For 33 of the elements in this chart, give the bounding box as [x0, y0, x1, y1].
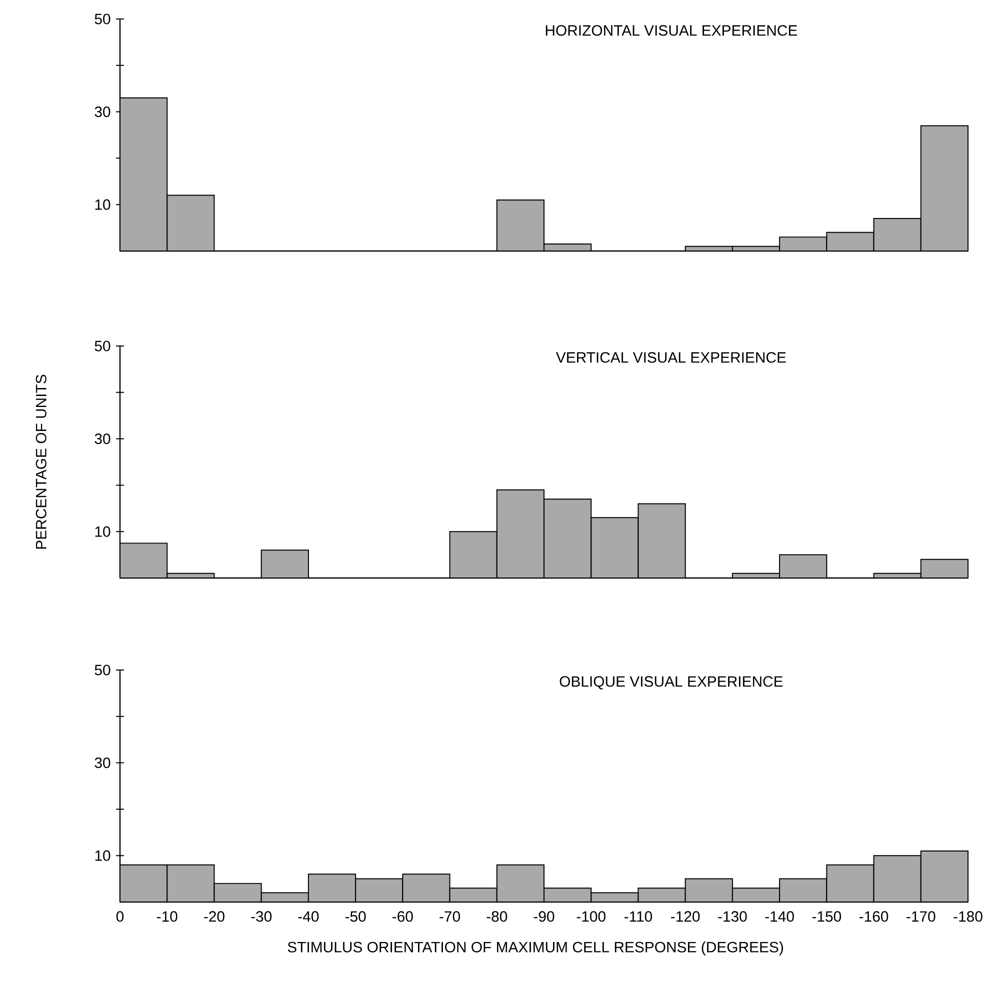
- x-tick-label: -130: [718, 911, 747, 922]
- x-tick-label: -90: [534, 911, 554, 922]
- x-tick-label: -60: [392, 911, 413, 922]
- x-tick-label: -70: [440, 911, 460, 922]
- y-tick-label: 50: [94, 664, 110, 676]
- chart-title: VERTICAL VISUAL EXPERIENCE: [556, 352, 786, 363]
- chart-title: HORIZONTAL VISUAL EXPERIENCE: [546, 25, 798, 36]
- x-tick-label: -10: [156, 911, 178, 922]
- y-tick-label: 30: [94, 434, 110, 444]
- x-tick-label: -40: [298, 911, 319, 922]
- x-tick-label: -160: [859, 911, 888, 922]
- y-tick-label: 10: [95, 199, 110, 210]
- y-axis-title: PERCENTAGE OF UNITS: [36, 374, 46, 549]
- y-tick-label: 50: [94, 14, 110, 24]
- y-tick-label: 50: [94, 340, 110, 352]
- y-tick-label: 10: [95, 850, 110, 861]
- x-tick-label: -30: [251, 911, 272, 922]
- x-tick-label: -50: [345, 911, 366, 922]
- x-tick-label: -100: [576, 911, 606, 922]
- x-tick-label: -80: [486, 911, 508, 922]
- x-axis-title: STIMULUS ORIENTATION OF MAXIMUM CELL RESPONSE (DEGREES): [288, 941, 783, 956]
- x-tick-label: -110: [624, 911, 652, 922]
- x-tick-label: -170: [906, 911, 936, 922]
- y-tick-label: 30: [94, 758, 110, 768]
- chart-title: OBLIQUE VISUAL EXPERIENCE: [560, 676, 783, 690]
- y-tick-label: 30: [94, 106, 110, 118]
- x-tick-label: -150: [812, 911, 842, 922]
- x-tick-label: -180: [954, 911, 982, 922]
- y-tick-label: 10: [95, 526, 110, 537]
- x-tick-label: -20: [204, 911, 224, 922]
- x-tick-label: 0: [116, 911, 124, 922]
- x-tick-label: -140: [765, 911, 794, 922]
- x-tick-label: -120: [671, 911, 700, 922]
